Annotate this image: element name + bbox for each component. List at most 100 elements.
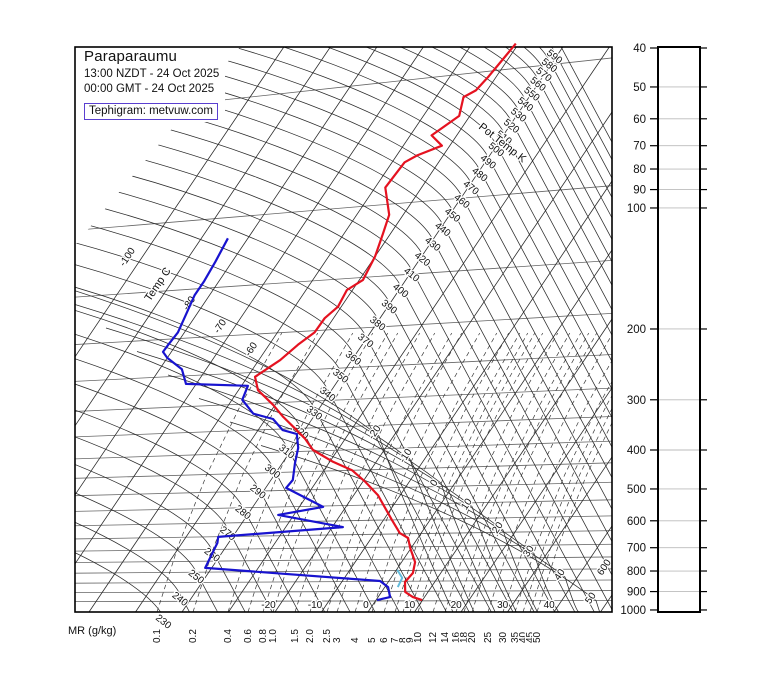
mr-tick-label: 0.1 <box>152 629 163 643</box>
isotherm-line <box>181 47 564 612</box>
isotherm-label: -80 <box>181 294 198 312</box>
isotherm-bottom-label: -10 <box>308 600 323 611</box>
isobar-line <box>75 185 612 231</box>
pressure-tick-label: 200 <box>627 324 646 336</box>
mixing-ratio-line <box>354 332 481 612</box>
pressure-tick-label: 800 <box>627 566 646 578</box>
pressure-tick-label: 50 <box>633 82 646 94</box>
metvuw-link[interactable]: Tephigram: metvuw.com <box>84 103 218 120</box>
mixing-ratio-line <box>227 332 354 612</box>
mr-tick-label: 30 <box>498 631 509 643</box>
isotherm-line <box>367 47 612 612</box>
dry-adiabat-line <box>75 47 612 362</box>
mixing-ratio-line <box>409 332 536 612</box>
wetbulb-trace <box>396 569 404 588</box>
isotherm-line <box>75 47 285 612</box>
mixing-ratio-line <box>402 332 529 612</box>
mr-tick-label: 50 <box>532 631 543 643</box>
isobar-line <box>75 515 612 527</box>
dewpoint-trace <box>161 237 392 602</box>
dry-adiabat-line <box>75 285 376 612</box>
mixing-ratio-line <box>371 332 498 612</box>
dry-adiabat-line <box>75 305 351 612</box>
isobar-line <box>75 530 612 540</box>
mixing-ratio-line <box>417 332 544 612</box>
mr-tick-label: 0.6 <box>243 629 254 643</box>
isobar-line <box>75 313 612 345</box>
dry-adiabat-line <box>75 367 273 612</box>
dry-adiabat-line <box>75 246 424 612</box>
mixing-ratio-line <box>522 332 612 612</box>
dry-adiabat-line <box>94 47 612 262</box>
isobar-line <box>75 259 612 298</box>
mixing-ratio-line <box>272 332 399 612</box>
saturated-adiabat-line <box>167 374 538 612</box>
dry-adiabat-line <box>75 108 595 612</box>
grid-labels: 2302402502602702802903003103203303403503… <box>68 46 615 644</box>
dry-adiabat-line <box>75 192 492 612</box>
pressure-tick-label: 90 <box>633 185 646 197</box>
mr-tick-label: 25 <box>483 631 494 643</box>
dry-adiabat-line <box>75 346 300 612</box>
mr-tick-label: 0.8 <box>258 629 269 643</box>
pressure-tick-label: 300 <box>627 395 646 407</box>
isobar-line <box>75 440 612 460</box>
pressure-tick-label: 40 <box>633 43 646 55</box>
isotherm-line <box>75 47 424 612</box>
pressure-tick-label: 600 <box>627 516 646 528</box>
local-time: 13:00 NZDT - 24 Oct 2025 <box>84 68 220 80</box>
dry-adiabat-line <box>80 47 612 310</box>
mixing-ratio-line <box>336 332 463 612</box>
pot-temp-label: 230 <box>153 613 173 632</box>
isotherm-line <box>88 47 471 612</box>
mixing-ratio-line <box>463 332 590 612</box>
mr-tick-label: 16 <box>451 631 462 643</box>
mixing-ratio-line <box>192 332 319 612</box>
pressure-tick-label: 900 <box>627 587 646 599</box>
dry-adiabat-line <box>75 410 218 612</box>
dry-adiabat-line <box>75 388 246 612</box>
mixing-ratio-line <box>309 332 436 612</box>
isotherm-line <box>507 47 612 612</box>
isotherm-bottom-label: 0 <box>363 600 369 611</box>
isotherm-bottom-label: 10 <box>404 600 416 611</box>
isotherm-line <box>135 47 517 612</box>
mr-tick-label: 5 <box>367 637 378 643</box>
isobar-line <box>75 387 612 412</box>
dry-adiabat-line <box>75 228 447 612</box>
pressure-tick-label: 80 <box>633 164 646 176</box>
mixing-ratio-line <box>455 332 582 612</box>
mixing-ratio-line <box>514 332 612 612</box>
mixing-ratio-line <box>444 332 571 612</box>
mr-tick-label: 0.2 <box>188 629 199 643</box>
mr-tick-label: 0.4 <box>223 629 234 643</box>
isotherm-label: -100 <box>118 246 139 269</box>
mixing-ratio-line <box>326 332 453 612</box>
isobar-line <box>75 590 612 593</box>
dry-adiabat-line <box>113 47 612 198</box>
isotherm-bottom-label: 40 <box>544 600 556 611</box>
mr-tick-label: 6 <box>379 637 390 643</box>
pressure-bar-frame <box>657 46 701 613</box>
isobar-line <box>75 600 612 602</box>
isotherm-line <box>274 47 612 612</box>
isobar-line <box>75 481 612 497</box>
isotherm-line <box>75 47 331 612</box>
dry-adiabat-line <box>107 47 612 219</box>
dry-adiabat-line <box>75 63 612 542</box>
mr-tick-label: 1.5 <box>290 629 301 643</box>
saturated-adiabat-line <box>75 304 475 612</box>
mixing-ratio-line <box>262 332 389 612</box>
mr-tick-label: 40 <box>518 631 529 643</box>
dry-adiabat-line <box>75 174 514 612</box>
mixing-ratio-line <box>502 332 612 612</box>
isotherm-label: -70 <box>212 317 229 335</box>
mixing-ratio-line <box>471 332 598 612</box>
isotherm-bottom-label: -20 <box>261 600 276 611</box>
mixing-ratio-line <box>432 332 559 612</box>
isotherm-line <box>414 47 612 612</box>
temperature-trace <box>253 42 517 602</box>
dry-adiabat-line <box>75 140 556 612</box>
